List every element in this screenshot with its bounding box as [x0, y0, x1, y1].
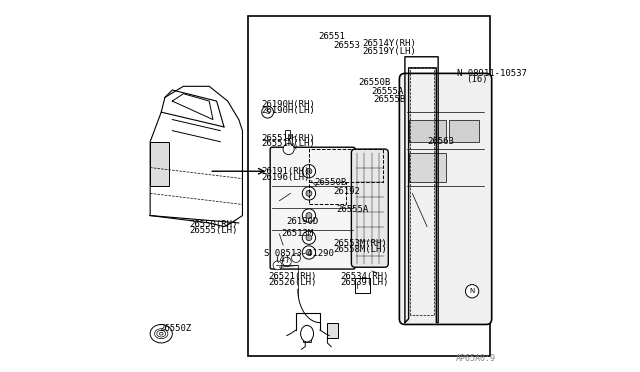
Text: AP65A0:9: AP65A0:9 — [456, 354, 495, 363]
Text: 26553M(RH): 26553M(RH) — [333, 239, 387, 248]
Bar — [309, 182, 346, 205]
Circle shape — [465, 285, 479, 298]
Bar — [328, 323, 339, 338]
Text: 26190D: 26190D — [287, 217, 319, 225]
Circle shape — [302, 246, 316, 259]
Circle shape — [306, 212, 312, 218]
Text: 26196(LH): 26196(LH) — [261, 173, 309, 182]
Text: 26555A: 26555A — [337, 205, 369, 215]
Circle shape — [306, 190, 312, 196]
Text: S 08513-41290: S 08513-41290 — [264, 249, 333, 258]
Text: N: N — [470, 288, 475, 294]
Text: 26550B: 26550B — [314, 178, 347, 187]
Bar — [309, 149, 383, 182]
Circle shape — [302, 209, 316, 222]
Text: 26191(RH): 26191(RH) — [261, 167, 309, 176]
Circle shape — [273, 261, 282, 270]
Bar — [248, 16, 490, 356]
Circle shape — [283, 144, 294, 155]
Text: 26190H(RH): 26190H(RH) — [261, 100, 315, 109]
Text: 26553: 26553 — [333, 41, 360, 50]
Circle shape — [306, 235, 312, 241]
Bar — [355, 278, 370, 293]
Text: (16): (16) — [466, 75, 487, 84]
Text: 26555B: 26555B — [374, 95, 406, 104]
Circle shape — [262, 106, 273, 118]
Ellipse shape — [301, 326, 314, 342]
Text: 26539(LH): 26539(LH) — [340, 278, 388, 287]
FancyBboxPatch shape — [270, 147, 355, 269]
Circle shape — [302, 164, 316, 178]
Text: 26550(RH): 26550(RH) — [189, 220, 237, 229]
Circle shape — [306, 168, 312, 174]
Bar — [150, 142, 168, 186]
Bar — [285, 130, 291, 138]
Text: 26550B: 26550B — [359, 78, 391, 87]
Bar — [449, 119, 479, 142]
Text: N 08911-10537: N 08911-10537 — [456, 69, 527, 78]
Circle shape — [306, 250, 312, 256]
Bar — [408, 119, 445, 142]
Bar — [408, 153, 445, 182]
Text: S: S — [266, 109, 269, 115]
Text: 26555(LH): 26555(LH) — [189, 226, 237, 235]
Text: (4): (4) — [274, 254, 290, 264]
Text: 26192: 26192 — [333, 187, 360, 196]
Text: 26519Y(LH): 26519Y(LH) — [362, 47, 416, 56]
Text: 26514Y(RH): 26514Y(RH) — [362, 39, 416, 48]
Text: 26513M: 26513M — [281, 230, 314, 238]
FancyBboxPatch shape — [399, 73, 492, 324]
FancyBboxPatch shape — [351, 149, 388, 267]
Text: 26551M(RH): 26551M(RH) — [261, 134, 315, 142]
Text: 26526(LH): 26526(LH) — [268, 278, 317, 287]
Text: 26555A: 26555A — [372, 87, 404, 96]
Circle shape — [302, 231, 316, 244]
Text: 26190H(LH): 26190H(LH) — [261, 106, 315, 115]
Text: 26558M(LH): 26558M(LH) — [333, 245, 387, 254]
Text: 26521(RH): 26521(RH) — [268, 272, 317, 281]
Text: 26534(RH): 26534(RH) — [340, 272, 388, 281]
Circle shape — [302, 187, 316, 200]
Ellipse shape — [150, 324, 172, 343]
Text: 26563: 26563 — [427, 137, 454, 146]
Circle shape — [292, 254, 300, 262]
Text: 26551N(LH): 26551N(LH) — [261, 140, 315, 148]
Text: 26550Z: 26550Z — [159, 324, 191, 333]
Circle shape — [282, 257, 291, 266]
Text: 26551: 26551 — [318, 32, 345, 41]
